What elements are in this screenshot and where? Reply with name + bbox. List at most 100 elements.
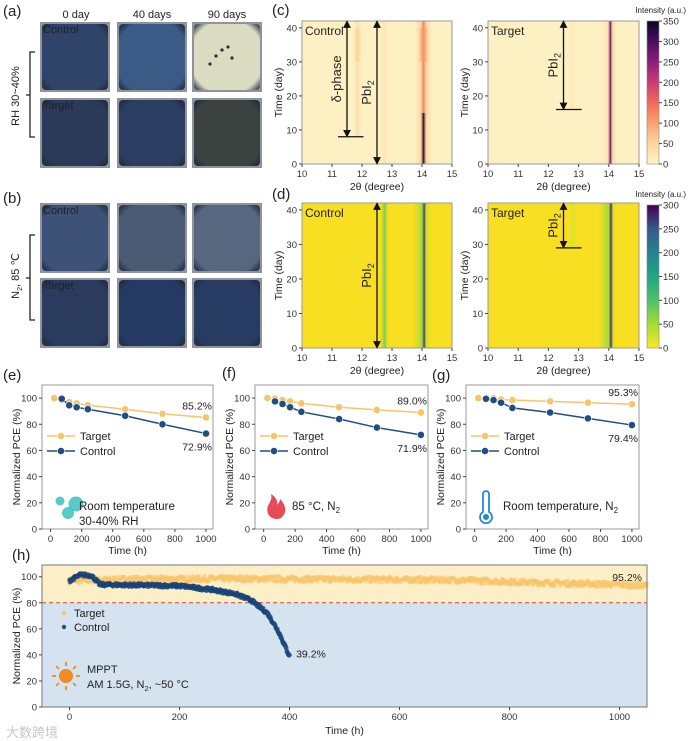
x-tick-label: 400 xyxy=(319,534,335,545)
test-condition-line2a: AM 1.5G, N xyxy=(87,679,145,691)
data-point-target xyxy=(508,396,517,404)
sun-ray xyxy=(55,682,60,687)
sun-icon xyxy=(52,662,80,690)
line-chart-g: 0 200 400 600 800 1000 0 20 40 60 80 100 Time (h) Nor… xyxy=(435,384,642,557)
y-tick-label: 80 xyxy=(26,420,37,431)
data-point-target xyxy=(380,580,385,585)
y-tick-label: 100 xyxy=(21,572,37,583)
x-tick-label: 11 xyxy=(513,353,523,364)
colorbar-c: 0 50 100 150 200 250 300 350 Intensity (a.u.) xyxy=(635,6,686,171)
sample-label: Target xyxy=(491,206,525,220)
y-axis-title: Normalized PCE (%) xyxy=(435,409,447,506)
x-axis-title: 2θ (degree) xyxy=(350,365,404,377)
sample-photo-b-0-0 xyxy=(42,205,108,271)
data-point-control xyxy=(489,396,498,404)
colorbar-tick-label: 150 xyxy=(663,272,679,283)
x-tick-label: 13 xyxy=(573,169,584,180)
x-tick-label: 0 xyxy=(472,534,477,545)
x-axis-title: Time (h) xyxy=(325,725,364,737)
x-tick-label: 11 xyxy=(327,353,337,364)
y-tick-label: 100 xyxy=(445,394,461,405)
data-point-target xyxy=(417,408,425,417)
x-axis-title: 2θ (degree) xyxy=(536,365,590,377)
data-point-target xyxy=(335,403,344,412)
y-tick-label: 20 xyxy=(472,274,483,285)
data-point-target xyxy=(474,394,483,402)
diffraction-peak-band xyxy=(608,203,614,348)
x-tick-label: 800 xyxy=(382,534,398,545)
bubbles-icon xyxy=(55,496,84,519)
colorbar-tick-label: 200 xyxy=(663,248,679,259)
legend-marker xyxy=(57,447,65,455)
data-point-control xyxy=(271,397,279,406)
colorbar-tick-label: 50 xyxy=(663,320,674,331)
n2-main: N xyxy=(10,291,22,299)
data-point-control xyxy=(335,415,344,423)
colorbar-scale xyxy=(646,20,660,165)
column-header-0-day: 0 day xyxy=(63,9,90,21)
sun-ray xyxy=(55,665,60,670)
colorbar-tick-label: 250 xyxy=(663,224,679,235)
x-tick-label: 15 xyxy=(634,353,645,364)
y-tick-label: 60 xyxy=(450,446,461,457)
sample-photo-b-1-1 xyxy=(119,280,185,346)
phase-label-subscript: 2 xyxy=(553,213,563,218)
x-tick-label: 12 xyxy=(543,353,554,364)
y-tick-label: 20 xyxy=(450,498,461,509)
line-chart-e: 0 200 400 600 800 1000 0 20 40 60 80 100 Time (h) Nor… xyxy=(11,384,217,557)
colorbar-scale xyxy=(646,204,660,349)
phase-label-main: PbI xyxy=(546,58,561,78)
sample-photo-b-1-2 xyxy=(194,280,260,346)
panel-label-f: (f) xyxy=(222,365,236,382)
phase-label-main: δ-phase xyxy=(329,55,344,102)
photo-row-label: Control xyxy=(43,24,78,36)
x-tick-label: 10 xyxy=(483,353,494,364)
thermometer-icon xyxy=(479,490,493,525)
panel-label-h: (h) xyxy=(12,547,30,564)
y-tick-label: 0 xyxy=(292,160,297,171)
sample-label: Control xyxy=(305,24,344,38)
photo-row-label: Target xyxy=(43,280,74,292)
end-value-label: 71.9% xyxy=(397,443,427,455)
data-point-target xyxy=(644,584,649,589)
data-point-control xyxy=(497,398,505,407)
x-tick-label: 200 xyxy=(498,534,514,545)
plot-frame xyxy=(41,384,214,530)
series-line-control xyxy=(485,398,633,426)
target-final-label: 95.2% xyxy=(612,572,642,584)
y-tick-label: 20 xyxy=(26,498,37,509)
panel-label-d: (d) xyxy=(272,186,290,203)
colorbar-tick-label: 50 xyxy=(663,139,674,150)
colorbar-tick-label: 0 xyxy=(663,344,668,355)
data-point-control xyxy=(508,404,517,412)
legend-label: Target xyxy=(80,431,111,443)
y-tick-label: 40 xyxy=(286,23,297,34)
data-point-control xyxy=(202,429,210,438)
colorbar-title: Intensity (a.u.) xyxy=(635,190,686,199)
flame-shape xyxy=(267,494,286,519)
data-point-target xyxy=(628,400,636,409)
sample-photo-b-0-2 xyxy=(194,205,260,271)
legend-label: Target xyxy=(504,431,535,443)
x-tick-label: 800 xyxy=(593,534,609,545)
data-point-target xyxy=(158,409,167,418)
y-tick-label: 60 xyxy=(239,446,250,457)
data-point-target xyxy=(546,397,555,406)
end-value-label: 85.2% xyxy=(182,400,212,412)
diffraction-peak-band xyxy=(420,21,427,113)
photo-grid: Control Target Control Target xyxy=(40,22,262,348)
x-axis-title: 2θ (degree) xyxy=(350,181,404,193)
panel-label-b: (b) xyxy=(3,190,21,207)
y-tick-label: 60 xyxy=(26,446,37,457)
x-tick-label: 1000 xyxy=(195,534,216,545)
legend-label: Control xyxy=(74,622,109,634)
diffraction-peak-band xyxy=(353,21,362,137)
data-point-target xyxy=(202,573,207,579)
phase-label-subscript: 2 xyxy=(366,263,376,268)
sample-photo-a-0-0 xyxy=(42,24,108,90)
data-point-control xyxy=(158,420,167,429)
x-axis-title: 2θ (degree) xyxy=(536,181,590,193)
series-control xyxy=(67,571,292,658)
